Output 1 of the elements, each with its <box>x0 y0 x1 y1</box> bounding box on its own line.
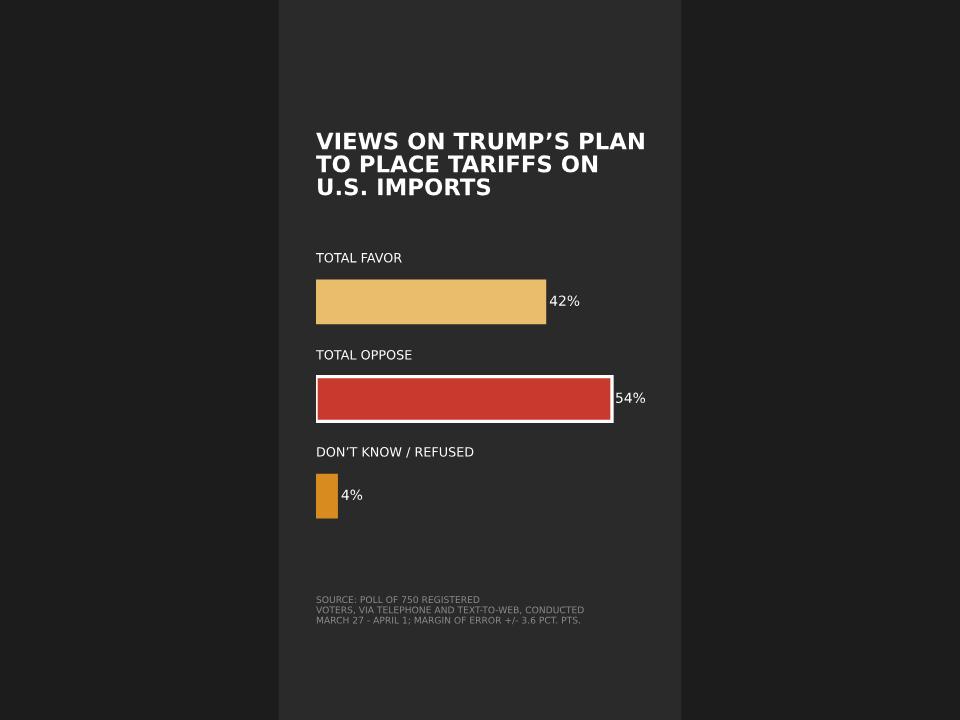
chart-title: VIEWS ON TRUMP’S PLAN TO PLACE TARIFFS ON U.S. IMPORTS <box>316 132 644 196</box>
